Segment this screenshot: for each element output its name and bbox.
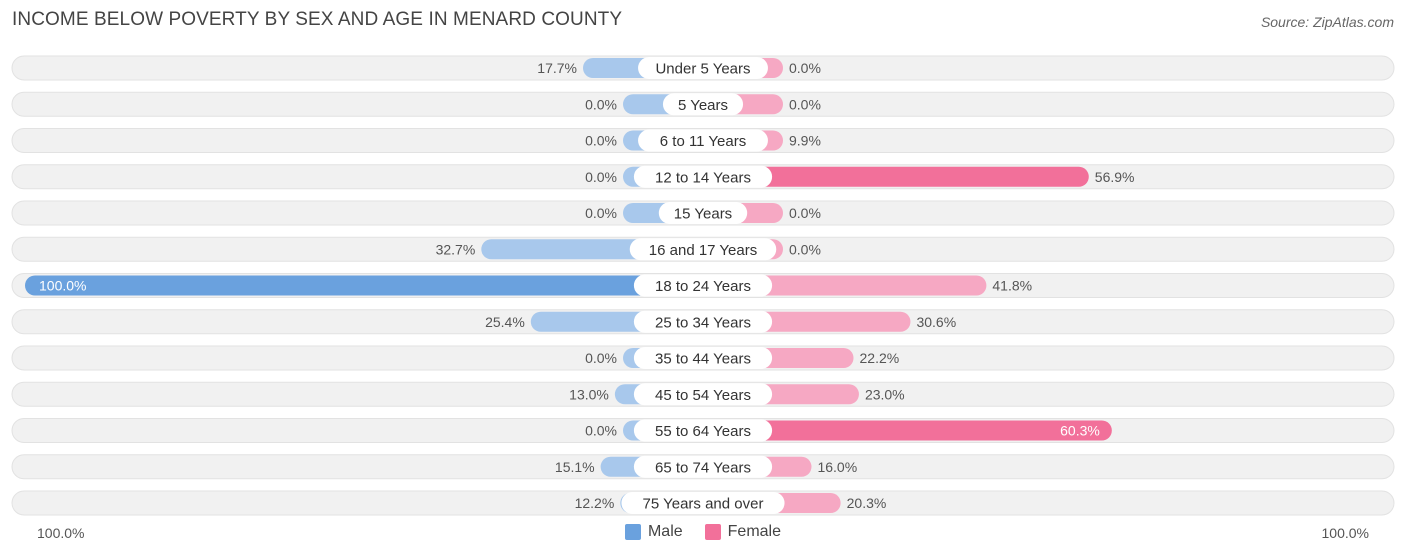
male-value-label: 32.7% (436, 241, 476, 257)
category-label: 45 to 54 Years (655, 387, 751, 404)
source-note: Source: ZipAtlas.com (1260, 14, 1394, 30)
male-value-label: 0.0% (585, 133, 617, 149)
category-label-bg (638, 57, 768, 79)
female-value-label: 23.0% (865, 386, 905, 402)
female-bar (703, 166, 1089, 187)
category-label-bg (621, 492, 785, 514)
category-label-bg (633, 383, 773, 406)
male-value-label: 17.7% (537, 60, 577, 76)
chart-title: INCOME BELOW POVERTY BY SEX AND AGE IN M… (12, 9, 623, 30)
female-value-label: 30.6% (916, 314, 956, 330)
female-value-label: 0.0% (789, 60, 821, 76)
male-value-label: 0.0% (585, 350, 617, 366)
male-value-label: 15.1% (555, 459, 595, 475)
male-value-label: 0.0% (585, 96, 617, 112)
bar-chart: Under 5 Years 17.7% 0.0% 5 Years 0.0% 0.0% 6 t… (11, 55, 1395, 516)
category-label: 55 to 64 Years (655, 423, 751, 440)
legend-female-label: Female (727, 523, 782, 540)
category-label: 35 to 44 Years (655, 351, 751, 368)
category-label: 25 to 34 Years (655, 314, 751, 331)
category-label-bg (633, 274, 773, 297)
female-value-label: 0.0% (789, 241, 821, 257)
category-label-bg (658, 202, 748, 224)
category-label: 12 to 14 Years (655, 169, 751, 186)
female-value-label: 41.8% (992, 278, 1032, 294)
female-value-label: 16.0% (817, 459, 857, 475)
female-bar (703, 420, 1112, 441)
female-value-label: 0.0% (789, 205, 821, 221)
category-label-bg (629, 238, 777, 261)
female-bar (703, 275, 987, 296)
category-label-bg (633, 347, 773, 369)
axis-right-label: 100.0% (1321, 525, 1369, 541)
legend-male[interactable]: Male (624, 523, 683, 541)
category-label: 18 to 24 Years (655, 278, 751, 295)
axis-left-label: 100.0% (37, 525, 85, 541)
female-value-label: 0.0% (789, 96, 821, 112)
legend-male-swatch (624, 524, 641, 540)
male-value-label: 25.4% (485, 314, 525, 330)
female-value-label: 22.2% (860, 350, 900, 366)
male-bar (25, 275, 703, 296)
category-label: 5 Years (678, 97, 728, 114)
legend: Male Female (0, 523, 1406, 541)
category-label: 65 to 74 Years (655, 459, 751, 476)
legend-female[interactable]: Female (704, 523, 782, 541)
category-label-bg (633, 165, 773, 188)
category-label: 15 Years (674, 206, 732, 223)
category-label-bg (662, 93, 744, 116)
category-label: Under 5 Years (655, 61, 750, 78)
legend-male-label: Male (647, 523, 683, 540)
male-value-label: 13.0% (569, 386, 609, 402)
male-value-label: 100.0% (39, 278, 86, 294)
male-value-label: 0.0% (585, 205, 617, 221)
category-label-bg (633, 310, 773, 333)
female-value-label: 60.3% (1060, 423, 1100, 439)
legend-female-swatch (704, 524, 721, 540)
male-value-label: 0.0% (585, 423, 617, 439)
category-label-bg (633, 419, 773, 442)
category-label: 75 Years and over (643, 496, 764, 513)
male-value-label: 0.0% (585, 169, 617, 185)
category-label: 16 and 17 Years (649, 242, 757, 259)
category-label-bg (638, 129, 768, 152)
female-value-label: 20.3% (847, 495, 887, 511)
category-label: 6 to 11 Years (660, 133, 746, 150)
male-value-label: 12.2% (575, 495, 615, 511)
female-value-label: 56.9% (1095, 169, 1135, 185)
category-label-bg (633, 455, 773, 478)
female-value-label: 9.9% (789, 133, 821, 149)
